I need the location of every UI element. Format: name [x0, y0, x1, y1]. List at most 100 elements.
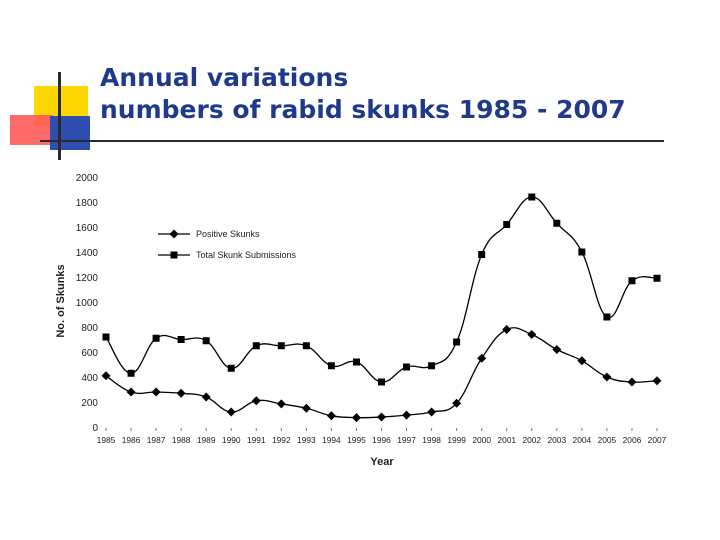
y-axis-title: No. of Skunks: [55, 264, 67, 337]
data-point: [478, 251, 486, 258]
data-point: [227, 364, 235, 372]
y-tick-label: 2000: [76, 173, 99, 184]
x-tick-label: 2004: [573, 435, 592, 445]
data-point: [152, 334, 160, 342]
data-point: [578, 248, 586, 256]
data-point: [652, 376, 662, 386]
data-point: [428, 362, 436, 370]
slide-title-line-2: numbers of rabid skunks 1985 - 2007: [100, 95, 626, 124]
x-tick-label: 1997: [397, 435, 416, 445]
data-point: [151, 387, 161, 397]
y-tick-label: 600: [81, 348, 98, 359]
data-point: [251, 396, 261, 406]
y-tick-label: 1400: [76, 248, 99, 259]
data-point: [427, 407, 437, 417]
data-point: [327, 362, 335, 370]
data-point: [302, 342, 310, 350]
data-point: [126, 387, 136, 397]
data-point: [127, 369, 135, 377]
data-point: [226, 407, 236, 417]
y-tick-label: 1200: [76, 273, 99, 284]
data-point: [202, 337, 210, 345]
chart-axes: 0 200 400 600 800 1000 1200 1400 1600 1800 2000 198…: [76, 173, 667, 445]
y-tick-label: 0: [92, 423, 98, 434]
x-tick-label: 1994: [322, 435, 341, 445]
data-point: [577, 356, 587, 366]
data-point: [277, 342, 285, 350]
x-tick-label: 1995: [347, 435, 366, 445]
legend-marker: [170, 251, 178, 259]
data-point: [402, 410, 412, 420]
data-point: [528, 193, 536, 201]
y-tick-label: 1800: [76, 198, 99, 209]
series-line: [105, 196, 658, 383]
data-point: [252, 342, 260, 350]
x-axis-title: Year: [370, 456, 394, 468]
legend-marker: [169, 229, 179, 239]
x-tick-label: 1986: [122, 435, 141, 445]
x-tick-label: 1988: [172, 435, 191, 445]
chart-legend: Positive Skunks Total Skunk Submissions: [158, 229, 297, 260]
data-point: [177, 336, 185, 343]
data-point: [553, 219, 561, 227]
data-point: [351, 413, 361, 423]
data-point: [102, 333, 110, 341]
x-tick-label: 1992: [272, 435, 291, 445]
data-point: [403, 363, 411, 371]
x-tick-label: 1990: [222, 435, 241, 445]
x-tick-label: 2002: [522, 435, 541, 445]
x-tick-label: 1987: [147, 435, 166, 445]
x-tick-label: 2007: [648, 435, 667, 445]
x-tick-label: 1998: [422, 435, 441, 445]
x-tick-label: 1989: [197, 435, 216, 445]
legend-label: Positive Skunks: [196, 229, 260, 239]
legend-item: Total Skunk Submissions: [158, 250, 297, 260]
data-point: [326, 411, 336, 421]
series-total-skunk-submissions: [102, 193, 661, 386]
data-point: [502, 325, 512, 334]
legend-label: Total Skunk Submissions: [196, 250, 297, 260]
data-point: [452, 398, 462, 408]
x-tick-label: 1991: [247, 435, 266, 445]
x-tick-label: 2001: [497, 435, 516, 445]
y-tick-label: 400: [81, 373, 98, 384]
data-point: [527, 330, 537, 339]
y-tick-label: 1600: [76, 223, 99, 234]
data-point: [628, 277, 636, 285]
data-point: [176, 388, 186, 398]
series-positive-skunks: [101, 325, 662, 423]
x-tick-label: 1985: [97, 435, 116, 445]
y-tick-label: 1000: [76, 298, 99, 309]
decor-blue-square: [50, 116, 90, 150]
series-line: [105, 327, 658, 419]
slide-title: Annual variations numbers of rabid skunk…: [100, 62, 700, 126]
data-point: [627, 377, 637, 387]
data-point: [101, 371, 111, 381]
x-tick-label: 1999: [447, 435, 466, 445]
data-point: [453, 338, 461, 346]
data-point: [378, 378, 385, 386]
legend-item: Positive Skunks: [158, 229, 260, 239]
data-point: [552, 345, 562, 354]
x-tick-label: 2003: [547, 435, 566, 445]
data-point: [503, 221, 511, 228]
data-point: [477, 353, 487, 363]
data-point: [377, 412, 386, 422]
y-tick-label: 200: [81, 398, 98, 409]
x-tick-label: 2006: [623, 435, 642, 445]
data-point: [301, 403, 311, 413]
data-point: [653, 274, 661, 282]
x-tick-label: 2005: [598, 435, 617, 445]
x-tick-label: 1996: [372, 435, 391, 445]
data-point: [276, 399, 286, 409]
chart-series: [101, 193, 662, 423]
x-tick-label: 2000: [472, 435, 491, 445]
data-point: [602, 372, 612, 382]
y-tick-label: 800: [81, 323, 98, 334]
data-point: [603, 313, 611, 321]
slide-title-line-1: Annual variations: [100, 63, 349, 92]
title-underline: [40, 140, 664, 142]
data-point: [352, 358, 360, 366]
x-tick-label: 1993: [297, 435, 316, 445]
